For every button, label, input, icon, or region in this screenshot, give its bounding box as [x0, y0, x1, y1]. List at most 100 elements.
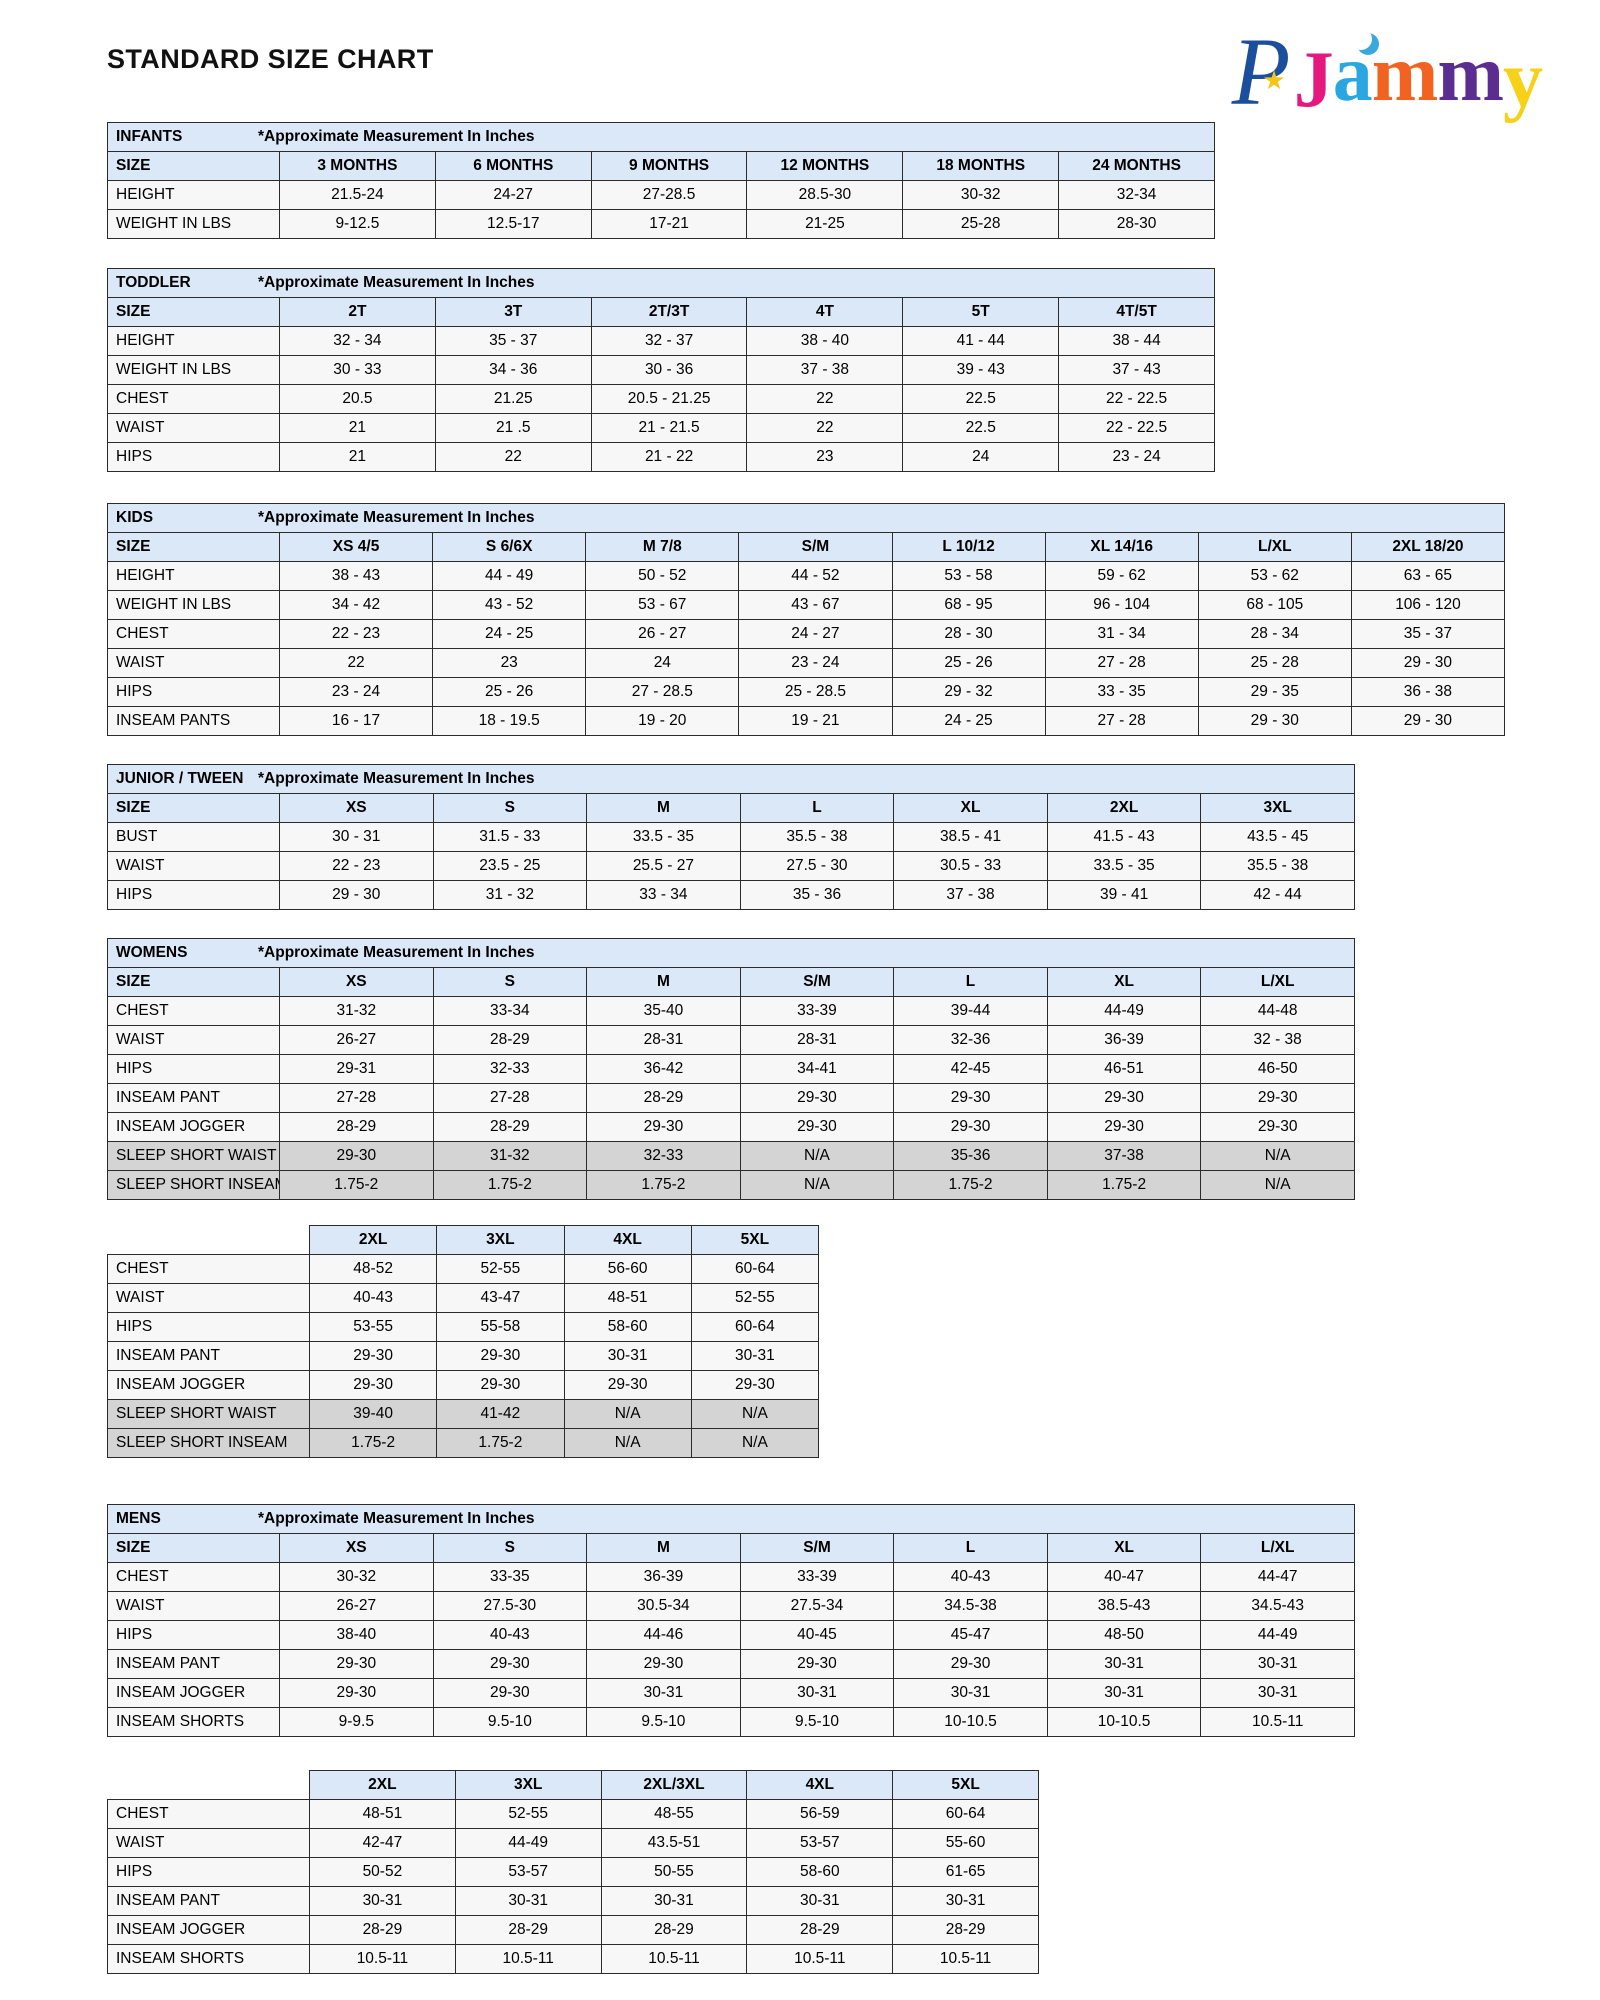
measurement-cell: 53-57 — [746, 1828, 894, 1858]
column-header: S — [432, 1533, 588, 1563]
table-measurement-note: *Approximate Measurement In Inches — [258, 770, 535, 787]
measurement-cell: 34-41 — [739, 1054, 895, 1084]
table-category-label: KIDS — [116, 509, 154, 526]
measurement-cell: 44-48 — [1200, 996, 1355, 1026]
measurement-cell: 33 - 35 — [1044, 677, 1199, 707]
column-header: L/XL — [1200, 1533, 1355, 1563]
measurement-cell: 52-55 — [690, 1283, 820, 1313]
measurement-cell: 40-43 — [893, 1562, 1048, 1592]
measurement-cell: 30-32 — [902, 180, 1060, 210]
row-label: HIPS — [107, 880, 280, 910]
row-label: WAIST — [107, 1591, 280, 1621]
measurement-cell: 31-32 — [432, 1141, 588, 1171]
table-row: SLEEP SHORT WAIST 29-30 31-32 32-33 N/A 35-36… — [107, 1141, 1355, 1171]
measurement-cell: 39-44 — [893, 996, 1048, 1026]
column-header: XL — [893, 793, 1048, 823]
table-row: CHEST 31-32 33-34 35-40 33-39 39-44 44-49 44-48 — [107, 996, 1355, 1026]
measurement-cell: 29-30 — [436, 1370, 565, 1400]
measurement-cell: 55-60 — [892, 1828, 1039, 1858]
table-row: CHEST 48-52 52-55 56-60 60-64 — [107, 1254, 820, 1284]
table-banner-row: KIDS *Approximate Measurement In Inches — [107, 503, 1505, 533]
measurement-cell: 22 - 23 — [279, 851, 434, 881]
table-row: CHEST 22 - 23 24 - 25 26 - 27 24 - 27 28 - 30… — [107, 619, 1506, 649]
table-banner-row: MENS *Approximate Measurement In Inches — [107, 1504, 1355, 1534]
star-icon: ★ — [1262, 66, 1286, 95]
measurement-cell: 40-43 — [432, 1620, 588, 1650]
measurement-cell: 60-64 — [892, 1799, 1039, 1829]
table-banner-row: INFANTS *Approximate Measurement In Inche… — [107, 122, 1215, 152]
measurement-cell: 36-42 — [586, 1054, 741, 1084]
row-label: INSEAM PANT — [107, 1083, 280, 1113]
measurement-cell: 24 — [902, 442, 1060, 472]
row-label: HEIGHT — [107, 180, 280, 210]
measurement-cell: 31 - 34 — [1044, 619, 1199, 649]
measurement-cell: N/A — [739, 1170, 895, 1200]
table-row: INSEAM JOGGER 29-30 29-30 30-31 30-31 30-31 30… — [107, 1678, 1355, 1708]
table-category-label: JUNIOR / TWEEN — [116, 770, 244, 787]
measurement-cell: 21-25 — [746, 209, 904, 239]
row-label: CHEST — [107, 1799, 310, 1829]
measurement-cell: 35.5 - 38 — [1200, 851, 1355, 881]
measurement-cell: 22 - 23 — [278, 619, 434, 649]
measurement-cell: 60-64 — [690, 1312, 820, 1342]
row-label: BUST — [107, 822, 280, 852]
measurement-cell: 21 .5 — [434, 413, 592, 443]
measurement-cell: 56-59 — [746, 1799, 894, 1829]
column-header: 4T — [746, 297, 904, 327]
measurement-cell: 56-60 — [563, 1254, 692, 1284]
row-label: WEIGHT IN LBS — [107, 355, 280, 385]
table-measurement-note: *Approximate Measurement In Inches — [258, 509, 535, 526]
measurement-cell: 29-30 — [436, 1341, 565, 1371]
measurement-cell: 23 - 24 — [738, 648, 893, 678]
table-measurement-note: *Approximate Measurement In Inches — [258, 1510, 535, 1527]
measurement-cell: 29-30 — [432, 1678, 588, 1708]
measurement-cell: 16 - 17 — [278, 706, 434, 736]
table-header-row: 2XL 3XL 2XL/3XL 4XL 5XL — [107, 1770, 1039, 1800]
measurement-cell: N/A — [1200, 1170, 1355, 1200]
measurement-cell: 30-32 — [279, 1562, 434, 1592]
row-label: HIPS — [107, 1620, 280, 1650]
measurement-cell: 28-29 — [432, 1025, 588, 1055]
column-header: XL 14/16 — [1044, 532, 1199, 562]
table-row: WEIGHT IN LBS 9-12.5 12.5-17 17-21 21-25 25-2… — [107, 209, 1215, 239]
measurement-cell: 30 - 36 — [590, 355, 748, 385]
measurement-cell: 30-31 — [746, 1886, 894, 1916]
measurement-cell: 33 - 34 — [586, 880, 741, 910]
measurement-cell: 29 - 35 — [1197, 677, 1352, 707]
measurement-cell: 9.5-10 — [739, 1707, 895, 1737]
row-label: WAIST — [107, 1828, 310, 1858]
measurement-cell: 10.5-11 — [746, 1944, 894, 1974]
size-table-womens: WOMENS *Approximate Measurement In Inches… — [107, 938, 1355, 1200]
measurement-cell: 26-27 — [279, 1591, 434, 1621]
measurement-cell: 53 - 67 — [585, 590, 740, 620]
column-header: L — [893, 967, 1048, 997]
table-category-label: WOMENS — [116, 944, 188, 961]
measurement-cell: 29-30 — [1046, 1112, 1202, 1142]
row-label: SLEEP SHORT INSEAM — [107, 1428, 310, 1458]
measurement-cell: 28-29 — [279, 1112, 434, 1142]
measurement-cell: 50 - 52 — [585, 561, 740, 591]
row-label: SLEEP SHORT INSEAM — [107, 1170, 280, 1200]
column-header: 18 MONTHS — [902, 151, 1060, 181]
measurement-cell: 38-40 — [279, 1620, 434, 1650]
measurement-cell: 31.5 - 33 — [432, 822, 588, 852]
row-label: WAIST — [107, 1025, 280, 1055]
size-table-toddler: TODDLER *Approximate Measurement In Inche… — [107, 268, 1215, 472]
measurement-cell: 29-30 — [739, 1649, 895, 1679]
measurement-cell: 29-30 — [893, 1649, 1048, 1679]
measurement-cell: N/A — [739, 1141, 895, 1171]
logo-letter-y: y — [1503, 36, 1543, 124]
measurement-cell: 33-39 — [739, 1562, 895, 1592]
table-row: HIPS 29 - 30 31 - 32 33 - 34 35 - 36 37 - 38 3… — [107, 880, 1355, 910]
column-header: 2XL — [309, 1770, 456, 1800]
measurement-cell: 28-29 — [309, 1915, 456, 1945]
measurement-cell: 48-51 — [563, 1283, 692, 1313]
logo-letter-j: J — [1293, 36, 1334, 124]
measurement-cell: 25-28 — [902, 209, 1060, 239]
measurement-cell: 30-31 — [892, 1886, 1039, 1916]
measurement-cell: 29-30 — [739, 1112, 895, 1142]
measurement-cell: 30-31 — [1200, 1649, 1355, 1679]
measurement-cell: 39-40 — [308, 1399, 438, 1429]
measurement-cell: 29-30 — [1200, 1112, 1355, 1142]
measurement-cell: 27-28 — [432, 1083, 588, 1113]
